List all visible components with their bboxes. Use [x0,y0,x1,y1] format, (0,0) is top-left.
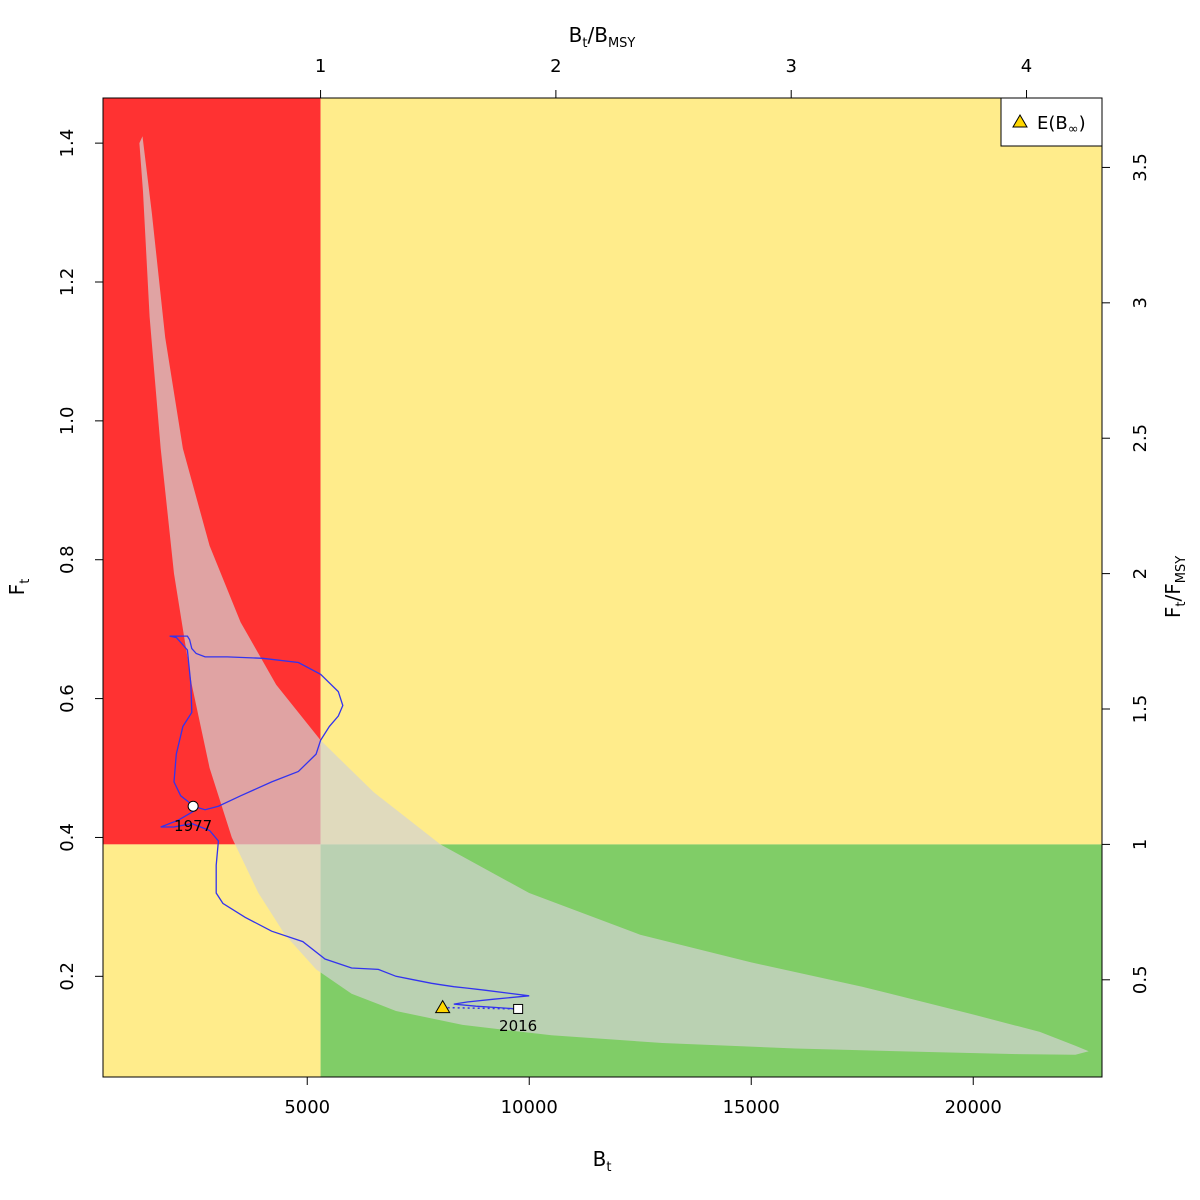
right-tick-label: 2.5 [1130,424,1151,453]
x-axis-title: Bt [593,1147,612,1175]
y-tick-label: 0.4 [57,823,78,852]
top-tick-label: 1 [315,56,326,77]
plot-frame [102,97,1103,1078]
x-axis: 5000 10000 15000 20000 [284,1077,1002,1118]
y-tick-label: 1.2 [57,268,78,297]
end-point [513,1003,524,1014]
top-tick-label: 4 [1021,56,1032,77]
expected-biomass-marker [434,999,451,1014]
y-tick-label: 0.6 [57,684,78,713]
confidence-region [139,136,1089,1055]
y-tick-label: 0.2 [57,962,78,991]
top-tick-label: 2 [550,56,561,77]
right-tick-label: 3.5 [1130,153,1151,182]
top-axis: 1 2 3 4 [315,56,1032,98]
y-tick-label: 0.8 [57,545,78,574]
y-axis-title: Ft [5,579,33,596]
right-tick-label: 2 [1130,568,1151,579]
y-tick-label: 1.0 [57,407,78,436]
right-axis-title: Ft/FMSY [1161,556,1189,618]
right-tick-label: 1.5 [1130,695,1151,724]
x-tick-label: 10000 [501,1097,558,1118]
end-year-label: 2016 [499,1017,537,1035]
y-tick-label: 1.4 [57,129,78,158]
right-tick-label: 3 [1130,297,1151,308]
top-axis-title: Bt/BMSY [569,23,636,51]
zone-yellow-top [320,98,1102,845]
right-axis: 0.5 1 1.5 2 2.5 3 3.5 [1102,153,1151,994]
right-tick-label: 1 [1130,839,1151,850]
top-tick-label: 3 [785,56,796,77]
right-tick-label: 0.5 [1130,965,1151,994]
x-tick-label: 15000 [723,1097,780,1118]
legend-triangle-icon [1012,114,1028,128]
x-tick-label: 5000 [284,1097,330,1118]
legend: E(B∞) [1000,97,1103,147]
legend-label: E(B∞) [1037,113,1086,137]
start-point [187,800,199,812]
start-year-label: 1977 [174,817,212,835]
x-tick-label: 20000 [945,1097,1002,1118]
y-axis: 0.2 0.4 0.6 0.8 1.0 1.2 1.4 [57,129,103,991]
